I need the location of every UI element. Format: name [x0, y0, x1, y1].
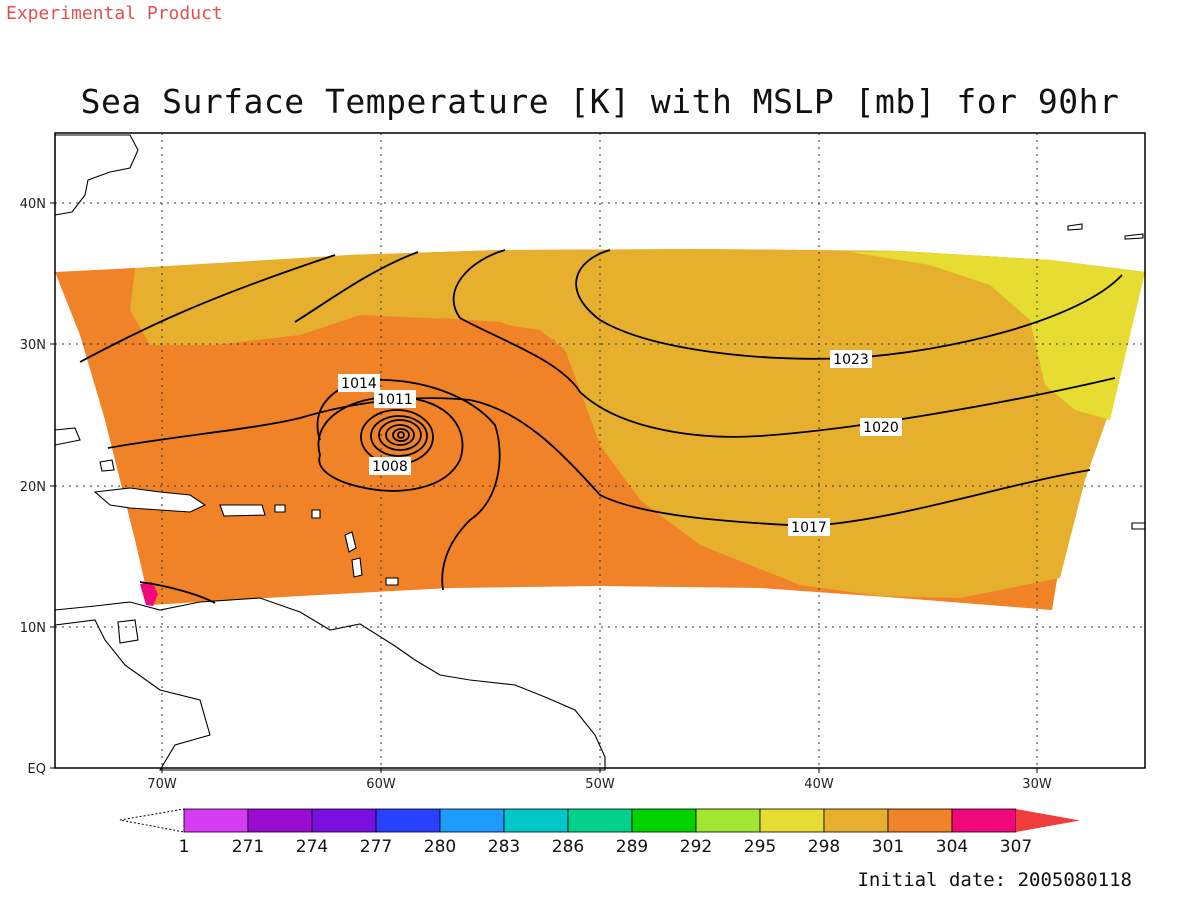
isobar-label-1020: 1020 — [863, 420, 899, 436]
colorbar-label: 286 — [552, 837, 584, 857]
isobar-1023 — [575, 249, 1123, 360]
map-title: Sea Surface Temperature [K] with MSLP [m… — [80, 82, 1120, 121]
colorbar-label: 1 — [179, 837, 190, 857]
sst-field — [55, 249, 1145, 610]
isobar-label-1014: 1014 — [341, 376, 377, 392]
colorbar-label: 304 — [936, 837, 968, 857]
lon-label-30w: 30W — [1022, 777, 1052, 792]
colorbar-label: 298 — [808, 837, 840, 857]
colorbar-label: 292 — [680, 837, 712, 857]
colorbar: 1 271 274 277 280 283 286 289 292 295 298 301 304 307 — [119, 808, 1080, 857]
lat-label-10n: 10N — [20, 621, 46, 636]
lon-label-70w: 70W — [147, 777, 177, 792]
isobar-1011 — [317, 396, 464, 492]
lat-label-30n: 30N — [20, 338, 46, 353]
small-island-2 — [351, 557, 363, 578]
isobar-1017 — [107, 397, 1091, 527]
colorbar-cell — [759, 808, 825, 833]
isobar-ne-3 — [452, 249, 1116, 438]
small-island-3 — [385, 577, 399, 586]
isobars — [79, 249, 1123, 604]
sst-zone-warm-tongue — [440, 318, 580, 470]
colorbar-cell — [567, 808, 633, 833]
small-island-1 — [344, 531, 357, 553]
small-island-6 — [117, 619, 139, 644]
bahamas — [99, 459, 115, 472]
lat-label-40n: 40N — [20, 197, 46, 212]
colorbar-cell — [375, 808, 441, 833]
colorbar-label: 280 — [424, 837, 456, 857]
lon-label-60w: 60W — [366, 777, 396, 792]
longitude-labels: 70W 60W 50W 40W 30W — [147, 777, 1052, 792]
sst-zone-304-307 — [140, 582, 158, 606]
storm-ring-5 — [397, 431, 405, 439]
hispaniola — [93, 487, 207, 513]
storm-ring-4 — [392, 428, 410, 442]
isobar-label-1017: 1017 — [791, 520, 827, 536]
colorbar-label: 295 — [744, 837, 776, 857]
colorbar-cell — [951, 808, 1017, 833]
colorbar-cell — [823, 808, 889, 833]
initial-date: Initial date: 2005080118 — [857, 869, 1132, 891]
storm-ring-2 — [378, 419, 422, 451]
colorbar-cell — [311, 808, 377, 833]
isobar-label-1023: 1023 — [833, 352, 869, 368]
colorbar-cell — [247, 808, 313, 833]
puerto-rico — [219, 504, 266, 517]
colorbar-cell — [631, 808, 697, 833]
storm-ring-1 — [370, 415, 428, 457]
latitude-labels: 40N 30N 20N 10N EQ — [20, 197, 46, 777]
sst-zone-295-298 — [850, 251, 1145, 420]
isobar-label-1008: 1008 — [372, 459, 408, 475]
isobar-labels: 1014 1011 1008 1023 1020 1017 — [338, 350, 902, 536]
small-island-4 — [311, 509, 321, 519]
colorbar-cell — [503, 808, 569, 833]
lat-label-eq: EQ — [28, 762, 46, 777]
cuba-fragment — [54, 427, 81, 446]
azores-1 — [1067, 223, 1083, 231]
colorbar-low-arrow — [119, 808, 185, 833]
lon-label-40w: 40W — [804, 777, 834, 792]
isobar-ne-2 — [294, 251, 419, 323]
colorbar-cell — [183, 808, 249, 833]
south-america-coast — [54, 597, 606, 771]
colorbar-high-arrow — [1016, 809, 1080, 832]
isobar-label-1011: 1011 — [377, 392, 413, 408]
storm-ring-3 — [385, 424, 415, 446]
colorbar-cells — [183, 808, 1080, 833]
lat-label-20n: 20N — [20, 480, 46, 495]
experimental-product-stamp: Experimental Product — [6, 3, 223, 24]
isobar-sw-low — [139, 581, 216, 604]
colorbar-cell — [887, 808, 953, 833]
colorbar-label: 271 — [232, 837, 264, 857]
north-america-coast — [54, 134, 139, 216]
colorbar-label: 274 — [296, 837, 328, 857]
colorbar-label: 301 — [872, 837, 904, 857]
graticule — [55, 133, 1145, 768]
azores-2 — [1124, 233, 1144, 240]
colorbar-label: 283 — [488, 837, 520, 857]
small-island-5 — [274, 504, 286, 513]
colorbar-label: 289 — [616, 837, 648, 857]
lon-label-50w: 50W — [585, 777, 615, 792]
colorbar-cell — [439, 808, 505, 833]
atlantic-island — [1131, 522, 1146, 530]
colorbar-cell — [695, 808, 761, 833]
colorbar-labels: 1 271 274 277 280 283 286 289 292 295 298 301 304 307 — [179, 837, 1033, 857]
colorbar-label: 307 — [1000, 837, 1032, 857]
colorbar-label: 277 — [360, 837, 392, 857]
isobar-ne-1 — [79, 254, 336, 363]
axis-ticks — [50, 202, 1038, 773]
